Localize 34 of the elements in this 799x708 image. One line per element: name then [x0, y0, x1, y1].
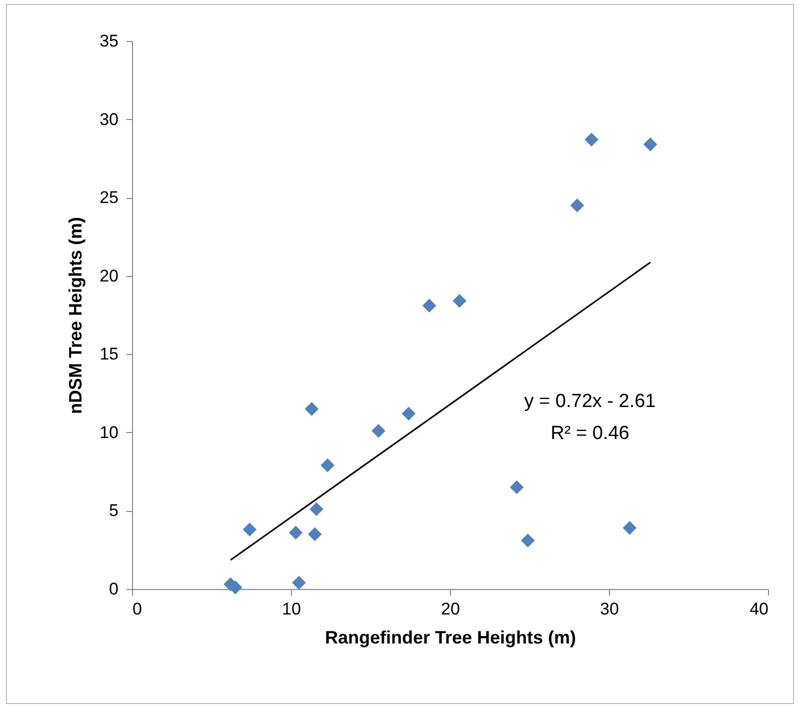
y-tick-label: 5	[109, 501, 118, 520]
point	[510, 480, 524, 494]
point	[310, 502, 324, 516]
y-axis-title: nDSM Tree Heights (m)	[66, 216, 86, 414]
y-tick-label: 10	[100, 422, 118, 442]
x-axis-title: Rangefinder Tree Heights (m)	[324, 628, 576, 648]
point	[452, 294, 466, 308]
point	[292, 576, 306, 590]
point	[308, 527, 322, 542]
y-tick-label: 20	[100, 266, 118, 286]
annotation: R² = 0.46	[550, 423, 630, 444]
point	[242, 522, 257, 536]
point	[304, 402, 319, 416]
point	[320, 458, 334, 472]
x-tick-label: 20	[441, 600, 460, 618]
point	[643, 137, 658, 152]
point	[584, 132, 598, 147]
x-tick-label: 10	[282, 600, 301, 618]
x-tick-label: 40	[750, 600, 768, 618]
point	[622, 521, 637, 535]
point	[521, 534, 535, 548]
x-tick-label: 0	[132, 600, 142, 618]
point	[570, 198, 584, 212]
point	[288, 526, 303, 540]
point	[402, 406, 416, 421]
y-tick-label: 30	[100, 110, 118, 129]
y-tick-label: 35	[100, 32, 118, 50]
point	[422, 298, 436, 312]
point	[372, 424, 386, 438]
y-tick-label: 15	[100, 344, 118, 364]
y-tick-label: 25	[100, 188, 118, 208]
y-tick-label: 0	[109, 580, 118, 598]
x-tick-label: 30	[600, 600, 619, 618]
annotation: y = 0.72x - 2.61	[524, 391, 656, 412]
